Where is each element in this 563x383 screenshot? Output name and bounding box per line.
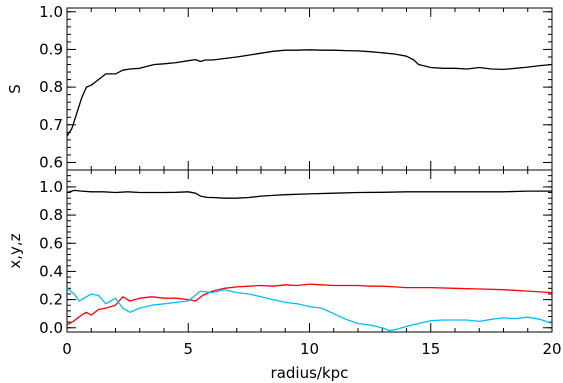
y-tick-label: 1.0	[39, 178, 63, 196]
x-tick-label: 20	[542, 340, 561, 358]
y-tick-label: 0.7	[39, 116, 63, 134]
y-tick-label: 0.0	[39, 319, 63, 337]
top-panel: 0.6 0.7 0.8 0.9 1.0 S	[6, 3, 553, 171]
y-tick-label: 0.4	[39, 262, 63, 280]
x-tick-label: 10	[300, 340, 319, 358]
y-tick-label: 1.0	[39, 3, 63, 21]
series-line-3	[67, 287, 552, 332]
y-axis-title: S	[6, 84, 24, 94]
y-tick-label: 0.8	[39, 78, 63, 96]
y-tick-label: 0.6	[39, 234, 63, 252]
series-line-2	[67, 283, 552, 326]
y-tick-label: 0.9	[39, 40, 63, 58]
x-axis-title: radius/kpc	[271, 364, 349, 382]
plot-frame	[66, 7, 553, 171]
y-tick-label: 0.8	[39, 206, 63, 224]
x-tick-label: 5	[183, 340, 193, 358]
bottom-panel: 0.0 0.2 0.4 0.6 0.8 1.0 0 5 10 15 20 x,y,z radius/kp…	[6, 169, 562, 382]
series-line-1	[67, 49, 552, 137]
y-tick-label: 0.2	[39, 291, 63, 309]
series-line-1	[67, 189, 552, 199]
y-tick-label: 0.6	[39, 153, 63, 171]
x-tick-label: 15	[421, 340, 440, 358]
x-tick-label: 0	[62, 340, 72, 358]
y-axis-title: x,y,z	[6, 233, 24, 268]
